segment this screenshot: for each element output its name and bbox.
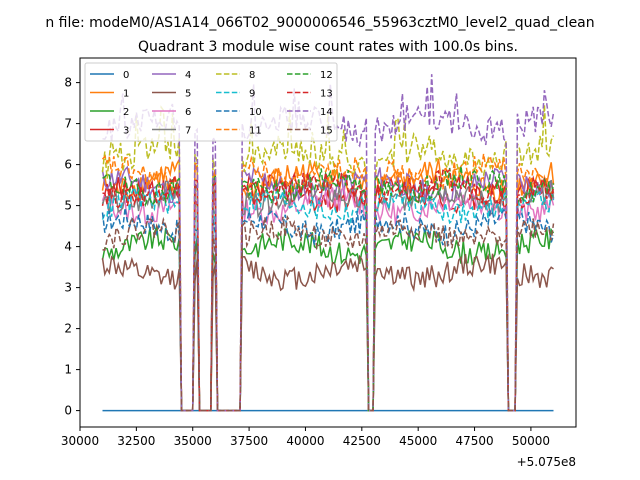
legend-label: 5 — [185, 89, 191, 100]
chart-title: Quadrant 3 module wise count rates with … — [138, 39, 518, 55]
y-tick-label: 7 — [64, 117, 72, 131]
series-line-12 — [102, 166, 555, 412]
axes-ticks: 30000 32500 35000 37500 40000 42500 45000 47500… — [61, 76, 550, 448]
legend-label: 7 — [185, 126, 191, 137]
series-line-9 — [101, 184, 555, 412]
x-tick-label: 35000 — [174, 434, 212, 448]
series-line-11 — [101, 153, 554, 412]
x-tick-label: 37500 — [230, 434, 268, 448]
y-tick-label: 2 — [64, 322, 72, 336]
legend-label: 0 — [123, 70, 129, 81]
y-tick-label: 4 — [64, 240, 72, 254]
x-tick-label: 45000 — [399, 434, 437, 448]
legend-label: 4 — [185, 70, 191, 81]
x-tick-label: 50000 — [512, 434, 550, 448]
plot-area-frame — [79, 57, 577, 428]
x-tick-label: 32500 — [117, 434, 155, 448]
y-tick-label: 6 — [64, 158, 72, 172]
y-tick-label: 0 — [64, 404, 72, 418]
x-tick-label: 42500 — [343, 434, 381, 448]
y-tick-label: 3 — [64, 281, 72, 295]
series-line-5 — [101, 253, 554, 412]
legend-label: 9 — [249, 89, 255, 100]
legend-label: 8 — [249, 70, 255, 81]
series-line-3 — [101, 173, 555, 412]
x-tick-label: 47500 — [455, 434, 493, 448]
y-tick-label: 1 — [64, 363, 72, 377]
series-layer — [101, 74, 555, 412]
legend-label: 13 — [320, 89, 333, 100]
x-tick-label: 30000 — [61, 434, 99, 448]
legend-box — [84, 62, 338, 142]
legend-label: 10 — [249, 107, 262, 118]
legend-label: 6 — [185, 107, 191, 118]
series-line-15 — [102, 214, 555, 412]
legend-label: 3 — [123, 126, 129, 137]
y-tick-label: 5 — [64, 199, 72, 213]
legend-label: 1 — [123, 89, 129, 100]
legend-label: 12 — [320, 70, 333, 81]
series-line-2 — [101, 224, 555, 412]
y-tick-label: 8 — [64, 76, 72, 90]
x-offset-label: +5.075e8 — [517, 455, 576, 469]
series-line-13 — [102, 168, 555, 412]
suptitle: n file: modeM0/AS1A14_066T02_9000006546_… — [45, 15, 594, 31]
legend-label: 15 — [320, 126, 333, 137]
legend-label: 2 — [123, 107, 129, 118]
legend-label: 11 — [249, 126, 262, 137]
series-line-7 — [101, 177, 555, 412]
x-tick-label: 40000 — [286, 434, 324, 448]
legend-label: 14 — [320, 107, 333, 118]
